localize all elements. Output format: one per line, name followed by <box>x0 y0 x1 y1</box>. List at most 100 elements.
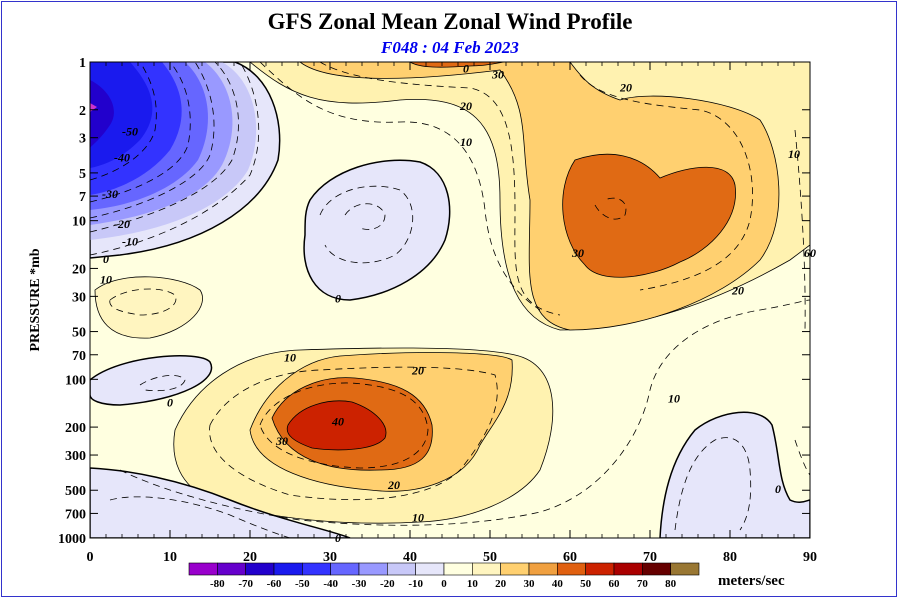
y-tick-label: 10 <box>72 215 86 230</box>
colorbar-label: 0 <box>441 578 447 590</box>
y-tick-label: 5 <box>79 167 86 182</box>
contour-line-m25 <box>90 62 215 219</box>
contour-label: 0 <box>103 252 109 266</box>
y-tick-label: 50 <box>72 326 86 341</box>
x-tick-label: 10 <box>163 550 177 565</box>
contour-label: 30 <box>275 434 288 448</box>
contour-label: 10 <box>100 273 112 287</box>
x-axis: 0 10 20 30 40 50 60 70 80 90 <box>87 62 817 565</box>
contour-label: 60 <box>804 246 816 260</box>
y-tick-label: 200 <box>65 421 86 436</box>
colorbar-label: 10 <box>467 578 479 590</box>
x-tick-label: 80 <box>723 550 737 565</box>
contour-label: -20 <box>114 217 130 231</box>
band-negative-bottom <box>90 467 351 538</box>
colorbar-swatch <box>273 562 303 576</box>
band-negative-left-lower <box>90 355 213 406</box>
contour-line-m45 <box>90 62 157 181</box>
colorbar-swatch <box>330 562 360 576</box>
y-tick-label: 30 <box>72 290 86 305</box>
contour-label: 0 <box>775 482 781 496</box>
contour-line-m5-lower <box>674 437 752 531</box>
contour-line-15 <box>319 62 561 316</box>
contour-label: 20 <box>411 364 424 378</box>
contour-line-m5 <box>90 62 260 256</box>
contour-label: 10 <box>668 391 680 405</box>
colorbar-swatch <box>387 562 416 576</box>
contour-label: 10 <box>284 351 296 365</box>
contour-line-m5-left <box>139 375 186 392</box>
colorbar-swatch <box>217 562 246 576</box>
contour-label: 0 <box>335 292 341 306</box>
contour-line-25 <box>579 74 753 291</box>
colorbar-label: -10 <box>408 578 423 590</box>
colorbar-swatch <box>443 562 473 576</box>
colorbar-label: -60 <box>267 578 282 590</box>
colorbar-swatch <box>245 562 275 576</box>
x-tick-label: 60 <box>563 550 577 565</box>
band-neg60 <box>90 80 114 148</box>
contour-label: -10 <box>122 234 138 248</box>
contour-label: 20 <box>731 283 744 297</box>
colorbar-swatch <box>585 562 615 576</box>
colorbar-swatch <box>472 562 501 576</box>
band-40-50-lower <box>286 400 387 451</box>
x-tick-label: 20 <box>243 550 257 565</box>
colorbar-label: 70 <box>637 578 649 590</box>
contour-label: 10 <box>412 510 424 524</box>
y-tick-label: 700 <box>65 507 86 522</box>
contour-label: 20 <box>459 99 472 113</box>
colorbar-label: -80 <box>210 578 225 590</box>
y-tick-label: 1000 <box>58 532 86 547</box>
colorbar-swatch <box>302 562 331 576</box>
colorbar-label: -40 <box>323 578 338 590</box>
contour-line-5-lower <box>119 299 810 526</box>
y-tick-label: 1 <box>79 56 86 71</box>
colorbar-swatch <box>670 562 700 576</box>
wind-field <box>90 62 810 538</box>
contour-label: 0 <box>167 396 173 410</box>
x-tick-label: 0 <box>87 550 94 565</box>
y-tick-label: 3 <box>79 132 86 147</box>
contour-label-group: 0 30 20 20 10 10 -50 -40 -30 -20 -10 0 10 30 60 20 0 10 20… <box>100 62 816 545</box>
contour-label: 20 <box>619 81 632 95</box>
contour-line-5c <box>344 203 386 230</box>
contour-line-m15 <box>90 62 239 233</box>
colorbar: -80 -70 -60 -50 -40 -30 -20 -10 0 10 20 30 40 50 60 70 8… <box>188 562 700 590</box>
contour-label: 30 <box>571 246 584 260</box>
contour-lines <box>90 62 810 538</box>
contour-line-right-edge <box>794 129 806 331</box>
colorbar-label: 30 <box>524 578 536 590</box>
y-tick-label: 300 <box>65 449 86 464</box>
colorbar-swatch <box>557 562 586 576</box>
units-label: meters/sec <box>718 573 785 589</box>
colorbar-swatch <box>500 562 530 576</box>
contour-label: 20 <box>387 478 400 492</box>
colorbar-label: 80 <box>665 578 677 590</box>
y-tick-label: 500 <box>65 484 86 499</box>
y-tick-label: 70 <box>72 349 86 364</box>
contour-label: -30 <box>102 187 118 201</box>
chart-subtitle: F048 : 04 Feb 2023 <box>380 38 519 57</box>
x-tick-label: 90 <box>803 550 817 565</box>
chart-title: GFS Zonal Mean Zonal Wind Profile <box>268 9 633 34</box>
colorbar-swatch <box>358 562 388 576</box>
band-negative-mid <box>303 159 451 301</box>
contour-label: 0 <box>463 62 469 76</box>
contour-line-m35 <box>90 62 191 203</box>
colorbar-label: 50 <box>580 578 592 590</box>
x-tick-label: 50 <box>483 550 497 565</box>
colorbar-label: -30 <box>352 578 367 590</box>
colorbar-label: -20 <box>380 578 395 590</box>
band-neg50 <box>90 62 153 168</box>
x-tick-label: 70 <box>643 550 657 565</box>
contour-label: 30 <box>491 68 504 82</box>
colorbar-swatch <box>528 562 558 576</box>
y-axis-label: PRESSURE *mb <box>28 248 43 351</box>
colorbar-swatch <box>642 562 671 576</box>
contour-label: -50 <box>122 125 138 139</box>
x-tick-label: 40 <box>403 550 417 565</box>
colorbar-swatch <box>415 562 445 576</box>
